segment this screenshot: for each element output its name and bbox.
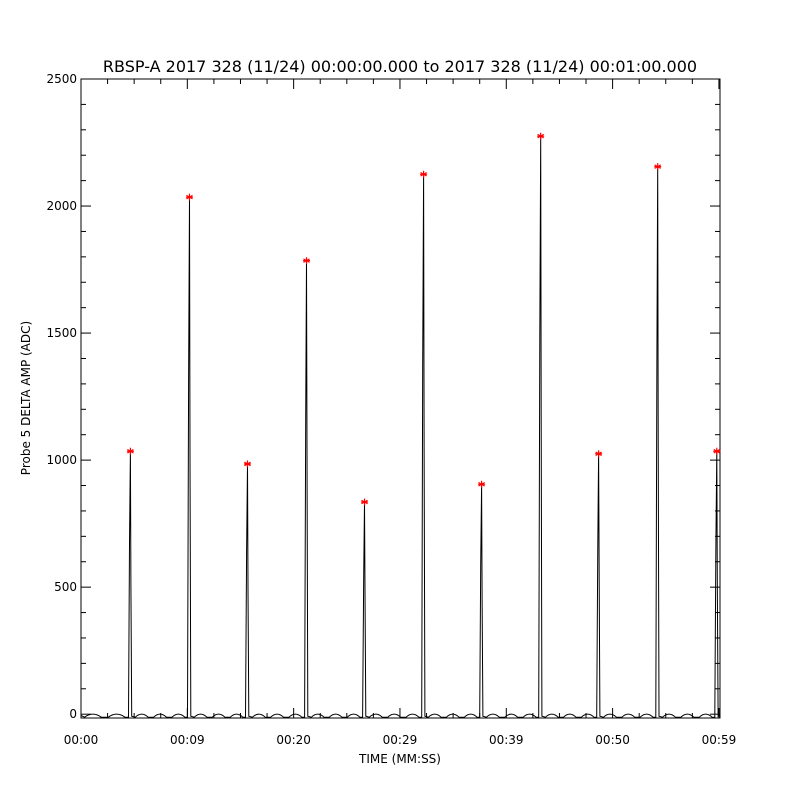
peak-marker (713, 447, 721, 455)
y-tick-label: 2500 (46, 72, 77, 86)
peak-marker (595, 450, 603, 458)
series-line (80, 136, 721, 718)
peak-marker (654, 163, 662, 171)
peak-marker (420, 170, 428, 178)
data-trace (80, 136, 721, 718)
x-tick-label: 00:00 (64, 733, 99, 747)
peak-markers (126, 132, 721, 506)
chart-title: RBSP-A 2017 328 (11/24) 00:00:00.000 to … (103, 57, 697, 76)
peak-marker (185, 193, 193, 201)
x-tick-label: 00:50 (595, 733, 630, 747)
y-axis: 0 500 1000 1500 2000 2500 (46, 72, 720, 721)
peak-marker (478, 480, 486, 488)
y-tick-label: 1500 (46, 326, 77, 340)
x-tick-label: 00:29 (383, 733, 418, 747)
peak-marker (243, 460, 251, 468)
peak-marker (303, 257, 311, 265)
peak-marker (126, 447, 134, 455)
y-axis-label: Probe 5 DELTA AMP (ADC) (19, 321, 33, 475)
peak-marker (361, 498, 369, 506)
x-tick-label: 00:39 (489, 733, 524, 747)
x-axis-label: TIME (MM:SS) (358, 752, 441, 766)
x-tick-label: 00:59 (702, 733, 737, 747)
y-tick-label: 0 (69, 707, 77, 721)
y-tick-label: 1000 (46, 453, 77, 467)
plot-frame (80, 78, 721, 719)
x-tick-label: 00:09 (170, 733, 205, 747)
y-tick-label: 2000 (46, 199, 77, 213)
y-tick-label: 500 (54, 580, 77, 594)
x-axis: 00:00 00:09 00:20 00:29 00:39 00:50 00:59 (64, 79, 737, 747)
x-tick-label: 00:20 (276, 733, 311, 747)
peak-marker (537, 132, 545, 140)
